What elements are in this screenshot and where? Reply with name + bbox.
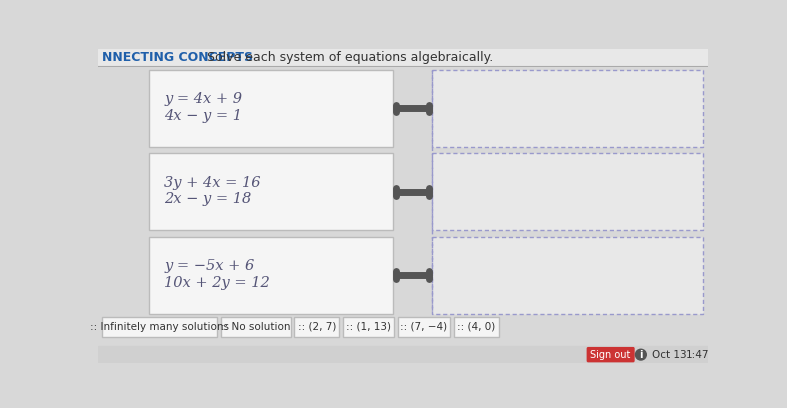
Text: :: No solution: :: No solution	[221, 322, 290, 332]
Text: y = 4x + 9: y = 4x + 9	[164, 92, 242, 106]
FancyBboxPatch shape	[431, 237, 703, 314]
Text: Sign out: Sign out	[590, 350, 631, 359]
FancyBboxPatch shape	[343, 317, 394, 337]
Text: 1:47: 1:47	[685, 350, 709, 359]
FancyBboxPatch shape	[431, 153, 703, 231]
Bar	[98, 49, 708, 66]
FancyBboxPatch shape	[102, 317, 217, 337]
Text: :: Infinitely many solutions: :: Infinitely many solutions	[90, 322, 229, 332]
FancyBboxPatch shape	[149, 153, 393, 231]
FancyBboxPatch shape	[397, 317, 450, 337]
FancyBboxPatch shape	[586, 347, 634, 362]
Text: i: i	[639, 350, 643, 359]
Text: Solve each system of equations algebraically.: Solve each system of equations algebraic…	[199, 51, 493, 64]
FancyBboxPatch shape	[454, 317, 499, 337]
FancyBboxPatch shape	[431, 70, 703, 147]
Text: :: (7, −4): :: (7, −4)	[401, 322, 448, 332]
FancyBboxPatch shape	[149, 237, 393, 314]
Bar	[98, 346, 708, 363]
Text: 10x + 2y = 12: 10x + 2y = 12	[164, 276, 270, 290]
Text: y = −5x + 6: y = −5x + 6	[164, 259, 254, 273]
FancyBboxPatch shape	[294, 317, 339, 337]
Circle shape	[635, 349, 646, 360]
Text: Oct 13: Oct 13	[652, 350, 686, 359]
FancyBboxPatch shape	[149, 70, 393, 147]
Text: :: (1, 13): :: (1, 13)	[346, 322, 391, 332]
Text: 2x − y = 18: 2x − y = 18	[164, 193, 252, 206]
Text: :: (2, 7): :: (2, 7)	[297, 322, 336, 332]
Text: 3y + 4x = 16: 3y + 4x = 16	[164, 175, 260, 190]
Text: :: (4, 0): :: (4, 0)	[457, 322, 496, 332]
FancyBboxPatch shape	[221, 317, 290, 337]
Text: NNECTING CONCEPTS: NNECTING CONCEPTS	[102, 51, 253, 64]
Text: 4x − y = 1: 4x − y = 1	[164, 109, 242, 123]
